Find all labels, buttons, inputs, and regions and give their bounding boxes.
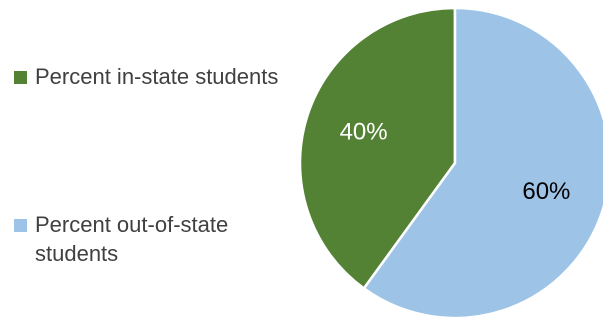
pie-data-label-0: 40% [340, 119, 388, 146]
legend-item-out-of-state: Percent out-of-state students [14, 210, 295, 268]
legend: Percent in-state students Percent out-of… [0, 0, 300, 325]
legend-swatch-in-state [14, 71, 27, 84]
legend-label-in-state: Percent in-state students [35, 64, 279, 89]
pie-slice-1 [362, 6, 603, 320]
legend-swatch-out-of-state [14, 219, 27, 232]
pie-data-label-1: 60% [522, 178, 570, 205]
legend-item-in-state: Percent in-state students [14, 62, 295, 91]
legend-label-out-of-state: Percent out-of-state students [35, 212, 229, 266]
pie-slice-0 [298, 6, 457, 291]
